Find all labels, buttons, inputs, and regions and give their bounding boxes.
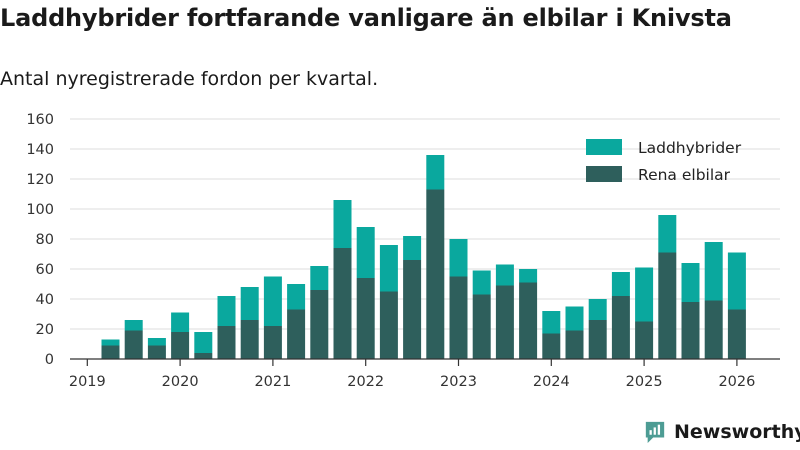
bar-rena-elbilar bbox=[426, 189, 445, 359]
bar-laddhybrider bbox=[240, 287, 259, 320]
newsworthy-logo: Newsworthy bbox=[644, 420, 800, 444]
bar-rena-elbilar bbox=[356, 278, 375, 359]
bars bbox=[101, 155, 746, 359]
bar-laddhybrider bbox=[333, 200, 352, 248]
bar-rena-elbilar bbox=[727, 309, 746, 359]
bar-laddhybrider bbox=[403, 236, 422, 260]
bar-rena-elbilar bbox=[704, 300, 723, 359]
bar-laddhybrider bbox=[681, 263, 700, 302]
bar-laddhybrider bbox=[217, 296, 236, 326]
bar-laddhybrider bbox=[426, 155, 445, 190]
y-tick-label: 140 bbox=[26, 142, 54, 158]
bar-laddhybrider bbox=[449, 239, 468, 277]
x-tick-label: 2022 bbox=[347, 374, 384, 390]
x-tick-label: 2026 bbox=[718, 374, 755, 390]
bar-laddhybrider bbox=[611, 272, 630, 296]
bar-rena-elbilar bbox=[333, 248, 352, 359]
bar-laddhybrider bbox=[101, 339, 120, 346]
bar-rena-elbilar bbox=[240, 320, 259, 359]
bar-laddhybrider bbox=[356, 227, 375, 278]
bar-rena-elbilar bbox=[171, 332, 190, 359]
legend-swatch-elbilar bbox=[586, 166, 622, 182]
bar-laddhybrider bbox=[588, 299, 607, 320]
chart-title: Laddhybrider fortfarande vanligare än el… bbox=[0, 4, 732, 32]
bar-rena-elbilar bbox=[472, 294, 491, 359]
x-tick-label: 2019 bbox=[69, 374, 106, 390]
legend-swatch-laddhybrider bbox=[586, 139, 622, 155]
bar-laddhybrider bbox=[727, 252, 746, 310]
bar-rena-elbilar bbox=[495, 285, 514, 359]
brand-name: Newsworthy bbox=[674, 421, 800, 443]
bar-rena-elbilar bbox=[194, 353, 213, 359]
bar-rena-elbilar bbox=[449, 276, 468, 359]
bar-rena-elbilar bbox=[287, 309, 306, 359]
bar-rena-elbilar bbox=[519, 282, 538, 359]
legend-label-laddhybrider: Laddhybrider bbox=[638, 139, 742, 157]
bar-laddhybrider bbox=[287, 284, 306, 310]
bar-laddhybrider bbox=[194, 332, 213, 353]
bar-rena-elbilar bbox=[310, 290, 329, 359]
bar-rena-elbilar bbox=[658, 252, 677, 359]
bar-rena-elbilar bbox=[611, 296, 630, 359]
bar-rena-elbilar bbox=[124, 330, 143, 359]
bar-rena-elbilar bbox=[588, 320, 607, 359]
bar-laddhybrider bbox=[379, 245, 398, 292]
bar-rena-elbilar bbox=[403, 260, 422, 359]
y-tick-label: 20 bbox=[36, 322, 54, 338]
y-tick-label: 60 bbox=[36, 262, 54, 278]
y-tick-label: 0 bbox=[45, 352, 54, 368]
newsworthy-logo-icon bbox=[645, 421, 665, 443]
bar-laddhybrider bbox=[658, 215, 677, 253]
bar-laddhybrider bbox=[171, 312, 190, 332]
bar-laddhybrider bbox=[263, 276, 282, 326]
bar-laddhybrider bbox=[635, 267, 654, 322]
y-tick-label: 80 bbox=[36, 232, 54, 248]
legend-label-elbilar: Rena elbilar bbox=[638, 166, 731, 184]
bar-laddhybrider bbox=[704, 242, 723, 301]
y-tick-label: 160 bbox=[26, 112, 54, 128]
legend: Laddhybrider Rena elbilar bbox=[586, 139, 742, 184]
y-tick-label: 100 bbox=[26, 202, 54, 218]
bar-laddhybrider bbox=[147, 338, 166, 346]
y-tick-label: 120 bbox=[26, 172, 54, 188]
y-tick-labels: 0 20 40 60 80 100 120 140 160 bbox=[26, 112, 54, 368]
bar-rena-elbilar bbox=[147, 345, 166, 359]
bar-rena-elbilar bbox=[565, 330, 584, 359]
bar-rena-elbilar bbox=[681, 302, 700, 359]
bar-rena-elbilar bbox=[217, 326, 236, 359]
x-tick-label: 2024 bbox=[533, 374, 570, 390]
x-tick-label: 2025 bbox=[626, 374, 663, 390]
bar-rena-elbilar bbox=[263, 326, 282, 359]
x-tick-label: 2023 bbox=[440, 374, 477, 390]
bar-laddhybrider bbox=[310, 266, 329, 290]
x-tick-label: 2020 bbox=[162, 374, 199, 390]
bar-laddhybrider bbox=[124, 320, 143, 331]
bar-laddhybrider bbox=[542, 311, 561, 334]
bar-rena-elbilar bbox=[542, 333, 561, 359]
y-tick-label: 40 bbox=[36, 292, 54, 308]
bar-rena-elbilar bbox=[379, 291, 398, 359]
bar-rena-elbilar bbox=[635, 321, 654, 359]
chart-subtitle: Antal nyregistrerade fordon per kvartal. bbox=[0, 68, 379, 90]
bar-laddhybrider bbox=[495, 264, 514, 286]
x-tick-label: 2021 bbox=[254, 374, 291, 390]
bar-laddhybrider bbox=[472, 270, 491, 295]
bar-laddhybrider bbox=[565, 306, 584, 331]
bar-laddhybrider bbox=[519, 269, 538, 283]
x-axis: 2019 2020 2021 2022 2023 2024 2025 2026 bbox=[69, 358, 780, 390]
bar-rena-elbilar bbox=[101, 345, 120, 359]
